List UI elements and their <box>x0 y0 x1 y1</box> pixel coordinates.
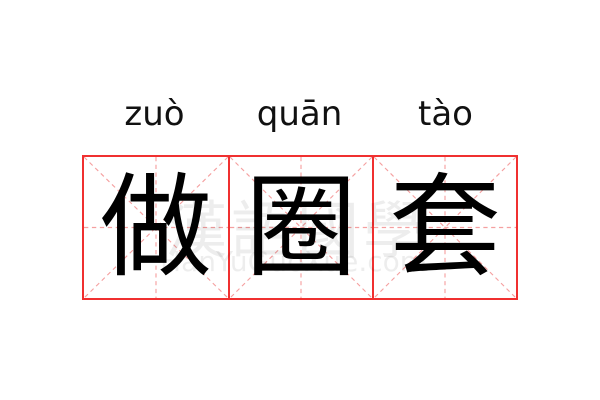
hanzi-character: 套 <box>388 162 501 293</box>
hanzi-character: 做 <box>99 162 212 293</box>
grid-guides <box>373 157 516 298</box>
character-grid: 做 圈 套 <box>82 155 518 300</box>
pinyin-0: zuò <box>124 94 185 134</box>
pinyin-2: tào <box>418 94 473 134</box>
pinyin-1: quān <box>256 94 343 134</box>
grid-cell: 圈 <box>227 157 372 298</box>
grid-cell: 套 <box>371 157 516 298</box>
grid-cell: 做 <box>84 157 228 298</box>
hanzi-character: 圈 <box>244 162 357 293</box>
grid-guides <box>229 157 372 298</box>
grid-guides <box>84 157 228 298</box>
